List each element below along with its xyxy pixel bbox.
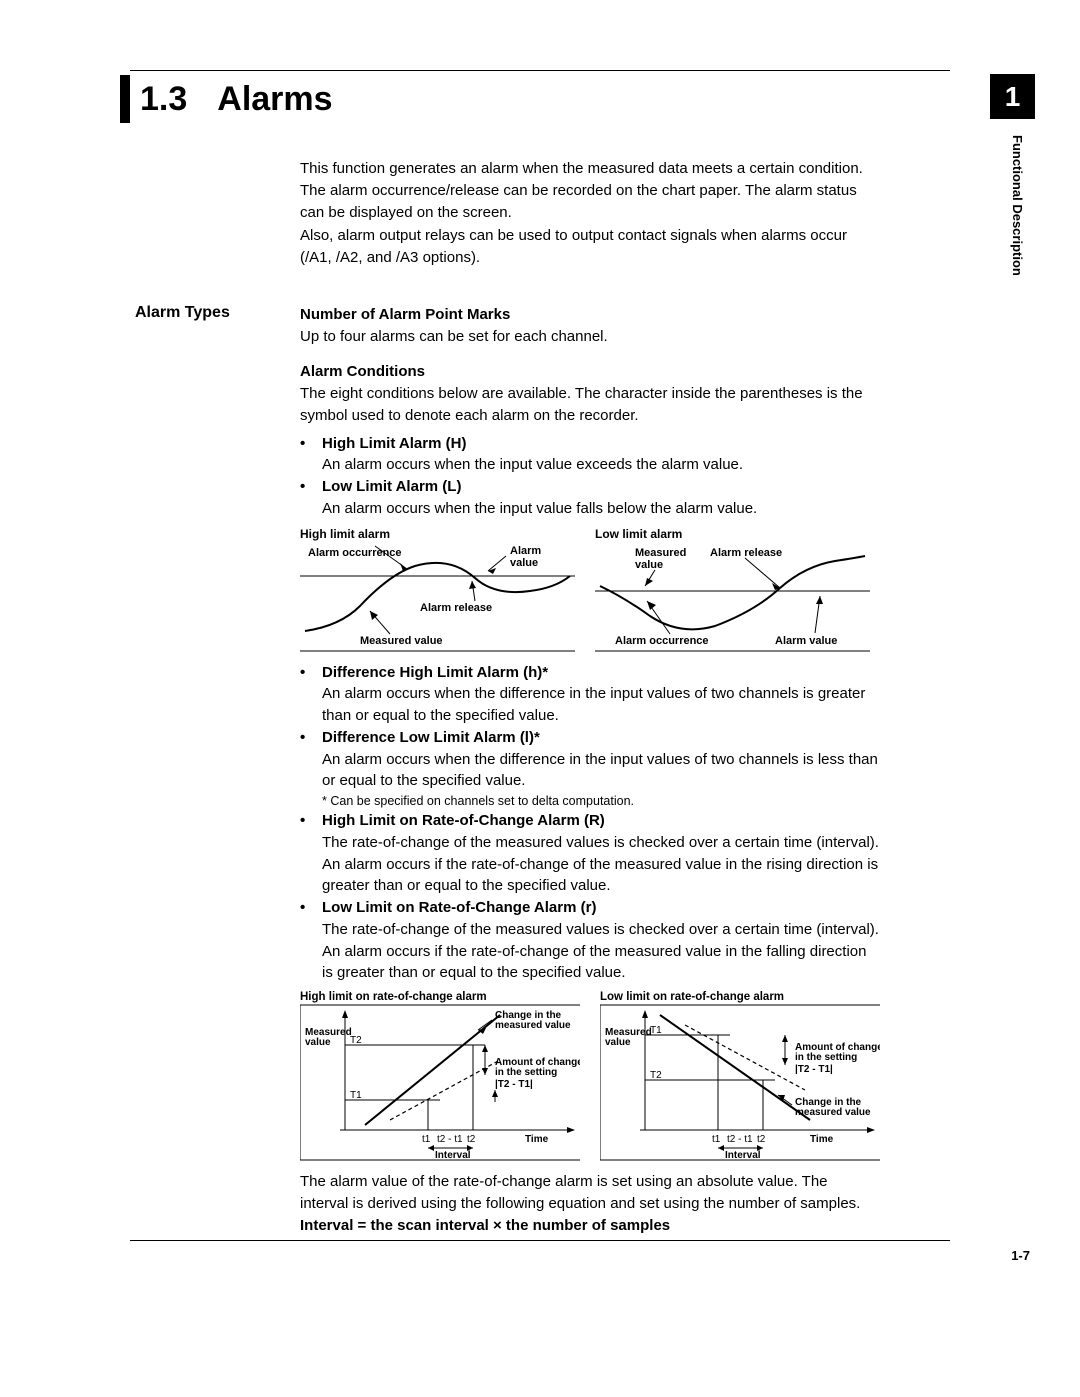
dll-title: Difference Low Limit Alarm (l)* <box>322 727 880 749</box>
side-label: Functional Description <box>1010 135 1025 276</box>
svg-text:High limit alarm: High limit alarm <box>300 527 390 541</box>
bullet-dot: • <box>300 897 322 919</box>
svg-text:Time: Time <box>810 1134 834 1145</box>
bullet-dot: • <box>300 433 322 455</box>
svg-text:t2: t2 <box>467 1134 476 1145</box>
closing-p: The alarm value of the rate-of-change al… <box>300 1171 880 1215</box>
ll-text: An alarm occurs when the input value fal… <box>322 498 880 520</box>
chapter-number-box: 1 <box>990 74 1035 119</box>
page-number: 1-7 <box>1011 1248 1030 1263</box>
hl-text: An alarm occurs when the input value exc… <box>322 454 880 476</box>
intro-p2: Also, alarm output relays can be used to… <box>300 225 880 269</box>
svg-text:Measured value: Measured value <box>360 635 443 647</box>
bullet-dot: • <box>300 662 322 684</box>
top-rule <box>130 70 950 71</box>
svg-text:Alarm value: Alarm value <box>775 635 837 647</box>
svg-text:t1: t1 <box>422 1134 431 1145</box>
svg-text:t2 - t1: t2 - t1 <box>437 1134 463 1145</box>
svg-text:t1: t1 <box>712 1134 721 1145</box>
svg-text:value: value <box>510 557 538 569</box>
svg-text:T1: T1 <box>350 1090 362 1101</box>
hl-title: High Limit Alarm (H) <box>322 433 880 455</box>
svg-text:Measured: Measured <box>635 547 686 559</box>
hroc-title: High Limit on Rate-of-Change Alarm (R) <box>322 810 880 832</box>
high-limit-diagram: High limit alarm Alarm occurrence Alarm … <box>300 526 575 656</box>
npm-text: Up to four alarms can be set for each ch… <box>300 326 880 348</box>
svg-text:Low limit alarm: Low limit alarm <box>595 527 682 541</box>
low-roc-diagram: Low limit on rate-of-change alarm Measur… <box>600 990 880 1165</box>
svg-text:|T2 - T1|: |T2 - T1| <box>495 1079 533 1090</box>
svg-text:value: value <box>305 1037 331 1048</box>
dhl-text: An alarm occurs when the difference in t… <box>322 683 880 727</box>
svg-text:Time: Time <box>525 1134 549 1145</box>
svg-text:t2: t2 <box>757 1134 766 1145</box>
ac-text: The eight conditions below are available… <box>300 383 880 427</box>
svg-text:Alarm occurrence: Alarm occurrence <box>308 547 402 559</box>
chapter-number: 1 <box>1005 81 1021 113</box>
hroc-text: The rate-of-change of the measured value… <box>322 832 880 897</box>
npm-title: Number of Alarm Point Marks <box>300 304 880 326</box>
svg-text:value: value <box>605 1037 631 1048</box>
ac-title: Alarm Conditions <box>300 361 880 383</box>
bottom-rule <box>130 1240 950 1241</box>
svg-text:value: value <box>635 559 663 571</box>
svg-text:High limit on rate-of-change a: High limit on rate-of-change alarm <box>300 991 487 1003</box>
svg-text:T2: T2 <box>650 1070 662 1081</box>
svg-text:Alarm occurrence: Alarm occurrence <box>615 635 709 647</box>
alarm-types-heading: Alarm Types <box>135 304 285 322</box>
svg-text:measured value: measured value <box>495 1020 571 1031</box>
svg-text:T2: T2 <box>350 1035 362 1046</box>
section-number: 1.3 <box>140 80 187 119</box>
bullet-dot: • <box>300 727 322 749</box>
delta-footnote: * Can be specified on channels set to de… <box>322 792 880 810</box>
intro-block: This function generates an alarm when th… <box>300 158 880 269</box>
section-tab <box>120 75 130 123</box>
svg-text:T1: T1 <box>650 1025 662 1036</box>
svg-text:Alarm release: Alarm release <box>420 602 492 614</box>
diagram-row-2: High limit on rate-of-change alarm Measu… <box>300 990 880 1165</box>
lroc-title: Low Limit on Rate-of-Change Alarm (r) <box>322 897 880 919</box>
svg-text:Interval: Interval <box>435 1150 471 1161</box>
svg-text:|T2 - T1|: |T2 - T1| <box>795 1064 833 1075</box>
intro-p1: This function generates an alarm when th… <box>300 158 880 223</box>
svg-text:t2 - t1: t2 - t1 <box>727 1134 753 1145</box>
title-row: 1.3 Alarms <box>120 75 950 123</box>
svg-text:in the setting: in the setting <box>495 1067 557 1078</box>
svg-text:Alarm release: Alarm release <box>710 547 782 559</box>
closing-formula: Interval = the scan interval × the numbe… <box>300 1215 880 1237</box>
lroc-text: The rate-of-change of the measured value… <box>322 919 880 984</box>
diagram-row-1: High limit alarm Alarm occurrence Alarm … <box>300 526 880 656</box>
dll-text: An alarm occurs when the difference in t… <box>322 749 880 793</box>
dhl-title: Difference High Limit Alarm (h)* <box>322 662 880 684</box>
svg-text:Alarm: Alarm <box>510 545 541 557</box>
ll-title: Low Limit Alarm (L) <box>322 476 880 498</box>
svg-text:in the setting: in the setting <box>795 1052 857 1063</box>
bullet-dot: • <box>300 476 322 498</box>
bullet-dot: • <box>300 810 322 832</box>
svg-text:Low limit on rate-of-change al: Low limit on rate-of-change alarm <box>600 991 784 1003</box>
section-title: Alarms <box>217 80 332 119</box>
high-roc-diagram: High limit on rate-of-change alarm Measu… <box>300 990 580 1165</box>
svg-text:measured value: measured value <box>795 1107 871 1118</box>
svg-text:Interval: Interval <box>725 1150 761 1161</box>
low-limit-diagram: Low limit alarm Measured value Alarm rel… <box>595 526 870 656</box>
